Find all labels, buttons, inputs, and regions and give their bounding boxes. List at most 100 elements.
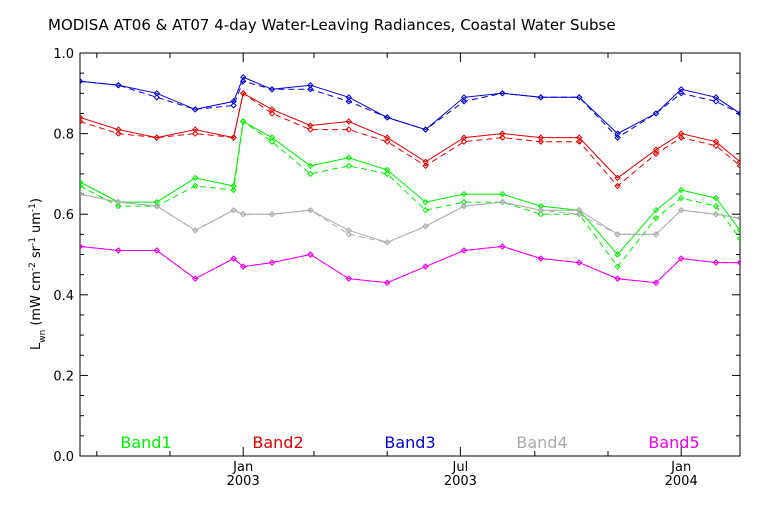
band2-at07-point <box>115 130 122 137</box>
x-tick-month: Jan <box>232 460 253 475</box>
legend-item-band1: Band1 <box>120 433 171 452</box>
band3-at07-point <box>499 90 506 97</box>
band1-at06-point <box>460 190 468 198</box>
legend-item-band5: Band5 <box>648 433 699 452</box>
band2-at07-point <box>153 134 161 141</box>
x-tick-year: 2003 <box>444 474 477 489</box>
band1-at06-point <box>80 178 84 186</box>
band1-at07-point <box>652 215 660 222</box>
band2-at07-point <box>460 138 468 145</box>
band5-at07-point <box>575 259 583 266</box>
band3-at07-point <box>191 106 199 113</box>
band1-at07-point <box>268 138 276 145</box>
band2-at07-point <box>537 138 545 145</box>
band1-at06-point <box>736 227 740 234</box>
band3-at07-point <box>422 126 429 133</box>
legend-item-band4: Band4 <box>516 433 567 452</box>
band1-at06-point <box>614 251 621 258</box>
y-axis: 0.0 0.2 0.4 0.6 0.8 1.0 <box>53 47 740 465</box>
band5-at07-point <box>80 243 84 250</box>
band3-at07-point <box>153 94 161 101</box>
band2-at07-point <box>736 162 740 170</box>
band3-at07-point <box>383 114 391 121</box>
band2-at06-point <box>345 118 353 125</box>
x-tick-month: Jul <box>452 460 469 475</box>
band5-at07-point <box>460 247 468 254</box>
band3-at07-point <box>230 102 237 109</box>
band4-at07-point <box>736 215 740 222</box>
band3-at07-point <box>307 86 314 93</box>
band3-at07-point <box>460 98 468 105</box>
band3-at07-point <box>614 134 621 141</box>
x-tick-year: 2003 <box>227 474 260 489</box>
band1-at07-point <box>736 235 740 242</box>
band1-at07-point <box>307 170 314 178</box>
band3-at07-point <box>115 82 122 89</box>
band3-at07-point <box>652 110 660 117</box>
band5-at07-point <box>191 275 199 282</box>
y-tick-label: 1.0 <box>53 47 74 62</box>
y-axis-label: Lwn(mW cm-2sr-1um-1) <box>28 198 48 350</box>
y-tick-label: 0.8 <box>53 128 74 143</box>
band4-at07-point <box>652 231 660 238</box>
band3-at06-line <box>80 76 740 135</box>
band3-at07-point <box>80 78 84 85</box>
band5-at07-point <box>499 243 506 250</box>
band5-at07-point <box>345 275 353 282</box>
x-tick-year: 2004 <box>665 474 698 489</box>
band1-at06-point <box>677 186 685 194</box>
chart-title: MODISA AT06 & AT07 4-day Water-Leaving R… <box>48 16 616 34</box>
band2-at07-point <box>677 134 685 141</box>
band5-at07-point <box>736 259 740 266</box>
band5-at07-point <box>307 251 314 258</box>
band5-at07-point <box>115 247 122 254</box>
band2-at06-point <box>80 114 84 121</box>
band2-at07-point <box>230 134 237 141</box>
plot-frame <box>79 52 741 457</box>
band2-at07-point <box>499 134 506 141</box>
band4-at07-point <box>575 210 583 218</box>
band4-at07-point <box>307 206 314 214</box>
band2-at07-point <box>268 110 276 117</box>
band3-at07-line <box>80 80 740 139</box>
band2-at07-point <box>652 150 660 157</box>
band2-at06-point <box>614 174 621 182</box>
band1-at07-point <box>191 182 199 190</box>
legend-item-band2: Band2 <box>252 433 303 452</box>
band4-at07-point <box>191 227 199 234</box>
band1-at06-point <box>345 154 353 161</box>
band3-at07-point <box>345 98 353 105</box>
band4-at07-point <box>153 202 161 210</box>
band2-at07-point <box>614 182 621 190</box>
band2-at07-point <box>345 126 353 133</box>
band1-at07-point <box>383 170 391 178</box>
y-tick-label: 0.4 <box>53 289 74 304</box>
band5-at07-point <box>239 263 247 270</box>
band4-at07-point <box>268 210 276 218</box>
y-tick-label: 0.2 <box>53 369 74 384</box>
band2-at07-point <box>575 138 583 145</box>
band2-at07-point <box>307 126 314 133</box>
band4-at07-point <box>383 239 391 246</box>
band1-at06-line <box>80 120 740 256</box>
band4-at06-line <box>80 193 740 243</box>
band3-at07-point <box>736 110 740 117</box>
band5-at07-point <box>652 279 660 286</box>
band5-at07-point <box>712 259 720 266</box>
band5-at07-point <box>537 255 545 262</box>
band1-at07-point <box>712 202 720 210</box>
band3-at07-point <box>268 86 276 93</box>
band2-at07-point <box>383 138 391 145</box>
band4-at07-point <box>537 206 545 214</box>
band1-at06-point <box>652 206 660 214</box>
band3-at07-point <box>712 98 720 105</box>
band5-at07-point <box>383 279 391 286</box>
series-group <box>80 73 740 286</box>
band2-at07-point <box>80 118 84 125</box>
band1-at07-point <box>614 263 621 270</box>
band4-at07-line <box>80 193 740 243</box>
legend-item-band3: Band3 <box>384 433 435 452</box>
band2-at07-point <box>191 130 199 137</box>
